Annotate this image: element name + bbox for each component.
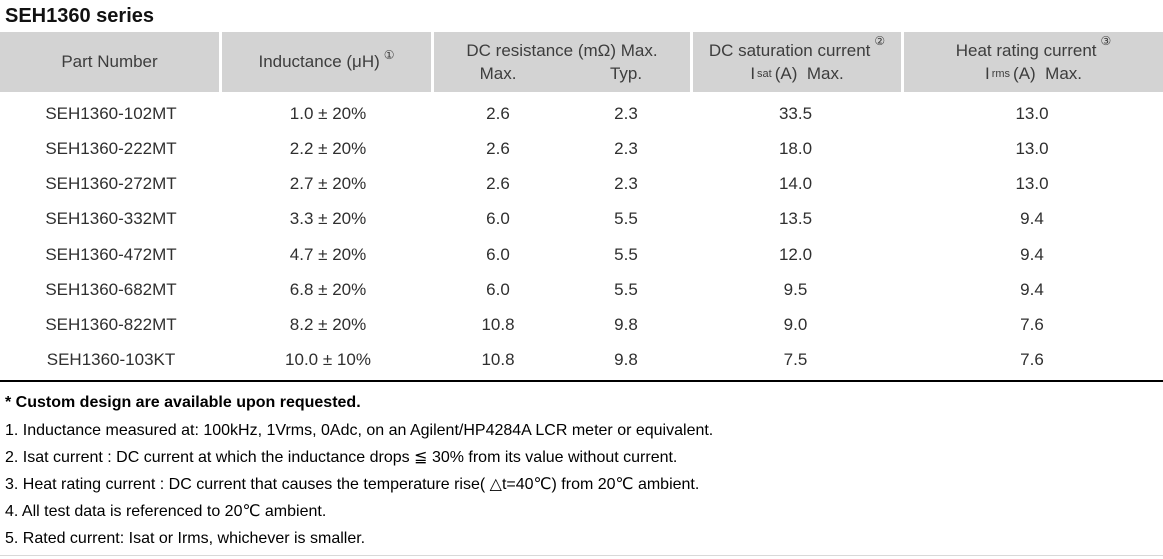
cell-inductance: 2.2 ± 20%: [289, 138, 367, 158]
cell-isat-max: 9.0: [783, 315, 808, 335]
cell-isat-max: 33.5: [778, 103, 813, 123]
cell-irms-max: 13.0: [1015, 174, 1049, 194]
inductance-label: Inductance (μH): [258, 52, 380, 71]
col-header-inductance: Inductance (μH) ①: [222, 32, 431, 92]
page-title: SEH1360 series: [5, 5, 155, 27]
cell-inductance: 1.0 ± 20%: [289, 103, 367, 123]
cell-part-number: SEH1360-102MT: [45, 103, 177, 123]
cell-irms-max: 13.0: [1015, 103, 1049, 123]
cell-resistance-typ: 2.3: [614, 138, 638, 158]
footnotes: * Custom design are available upon reque…: [0, 382, 1163, 552]
cell-part-number: SEH1360-103KT: [46, 350, 176, 370]
cell-resistance-typ: 2.3: [614, 103, 638, 123]
cell-resistance-max: 10.8: [481, 350, 515, 370]
table-row: SEH1360-682MT 6.8 ± 20% 6.0 5.5 9.5 9.4: [0, 272, 1163, 307]
irms-symbol: I: [984, 63, 990, 83]
custom-design-note: * Custom design are available upon reque…: [5, 394, 361, 411]
cell-resistance-max: 10.8: [481, 315, 515, 335]
col-header-resistance-max: Max.: [479, 63, 517, 83]
irms-subscript: rms: [991, 67, 1011, 80]
cell-isat-max: 7.5: [783, 350, 808, 370]
irms-unit: (A) Max.: [1013, 63, 1082, 83]
table-bottom-divider: [0, 380, 1163, 382]
cell-resistance-typ: 5.5: [614, 244, 638, 264]
cell-resistance-max: 6.0: [486, 209, 510, 229]
cell-irms-max: 9.4: [1020, 209, 1044, 229]
table-header: Part Number Inductance (μH) ① DC resistan…: [0, 32, 1163, 92]
cell-resistance-typ: 5.5: [614, 279, 638, 299]
cell-isat-max: 13.5: [778, 209, 813, 229]
note-ref-3-icon: ③: [1100, 33, 1112, 48]
isat-symbol: I: [750, 63, 756, 83]
col-header-resistance-typ: Typ.: [609, 63, 643, 83]
footnote-4: 4. All test data is referenced to 20℃ am…: [5, 503, 327, 520]
footnote-5: 5. Rated current: Isat or Irms, whicheve…: [5, 530, 366, 547]
cell-resistance-typ: 5.5: [614, 209, 638, 229]
cell-isat-max: 14.0: [778, 174, 813, 194]
cell-irms-max: 13.0: [1015, 138, 1049, 158]
cell-resistance-max: 6.0: [486, 244, 510, 264]
page-bottom-rule: [0, 555, 1163, 556]
col-header-part-number: Part Number: [0, 32, 219, 92]
table-body: SEH1360-102MT 1.0 ± 20% 2.6 2.3 33.5 13.…: [0, 96, 1163, 378]
cell-resistance-typ: 9.8: [614, 315, 638, 335]
cell-resistance-typ: 9.8: [614, 350, 638, 370]
isat-unit: (A) Max.: [774, 63, 844, 83]
cell-part-number: SEH1360-472MT: [45, 244, 177, 264]
cell-resistance-typ: 2.3: [614, 174, 638, 194]
cell-part-number: SEH1360-272MT: [45, 174, 177, 194]
note-ref-2-icon: ②: [874, 33, 886, 48]
table-row: SEH1360-222MT 2.2 ± 20% 2.6 2.3 18.0 13.…: [0, 131, 1163, 166]
cell-isat-max: 9.5: [783, 279, 808, 299]
footnote-2: 2. Isat current : DC current at which th…: [5, 449, 678, 466]
table-row: SEH1360-472MT 4.7 ± 20% 6.0 5.5 12.0 9.4: [0, 237, 1163, 272]
cell-part-number: SEH1360-332MT: [45, 209, 177, 229]
cell-resistance-max: 6.0: [486, 279, 510, 299]
cell-irms-max: 7.6: [1020, 315, 1044, 335]
dc-saturation-label: DC saturation current: [708, 40, 871, 60]
dc-resistance-label: DC resistance (mΩ) Max.: [466, 40, 658, 60]
table-row: SEH1360-332MT 3.3 ± 20% 6.0 5.5 13.5 9.4: [0, 202, 1163, 237]
cell-isat-max: 12.0: [778, 244, 813, 264]
cell-resistance-max: 2.6: [486, 138, 510, 158]
cell-inductance: 8.2 ± 20%: [289, 315, 367, 335]
cell-inductance: 6.8 ± 20%: [289, 279, 367, 299]
cell-inductance: 10.0 ± 10%: [285, 350, 371, 370]
part-number-label: Part Number: [61, 52, 158, 71]
table-row: SEH1360-822MT 8.2 ± 20% 10.8 9.8 9.0 7.6: [0, 308, 1163, 343]
note-ref-1-icon: ①: [383, 48, 395, 62]
cell-part-number: SEH1360-822MT: [45, 315, 177, 335]
cell-resistance-max: 2.6: [486, 174, 510, 194]
cell-part-number: SEH1360-682MT: [45, 279, 177, 299]
footnote-1: 1. Inductance measured at: 100kHz, 1Vrms…: [5, 422, 714, 439]
table-row: SEH1360-272MT 2.7 ± 20% 2.6 2.3 14.0 13.…: [0, 167, 1163, 202]
table-row: SEH1360-103KT 10.0 ± 10% 10.8 9.8 7.5 7.…: [0, 343, 1163, 378]
footnote-3: 3. Heat rating current : DC current that…: [5, 476, 700, 493]
table-row: SEH1360-102MT 1.0 ± 20% 2.6 2.3 33.5 13.…: [0, 96, 1163, 131]
cell-irms-max: 9.4: [1020, 244, 1044, 264]
cell-resistance-max: 2.6: [486, 103, 510, 123]
cell-inductance: 3.3 ± 20%: [289, 209, 367, 229]
cell-irms-max: 7.6: [1020, 350, 1044, 370]
cell-inductance: 4.7 ± 20%: [289, 244, 367, 264]
cell-part-number: SEH1360-222MT: [45, 138, 177, 158]
heat-rating-label: Heat rating current: [955, 40, 1097, 60]
cell-inductance: 2.7 ± 20%: [289, 174, 367, 194]
cell-irms-max: 9.4: [1020, 279, 1044, 299]
isat-subscript: sat: [757, 67, 772, 80]
col-header-dc-resistance: DC resistance (mΩ) Max. Max. Typ.: [434, 32, 690, 92]
cell-isat-max: 18.0: [778, 138, 813, 158]
